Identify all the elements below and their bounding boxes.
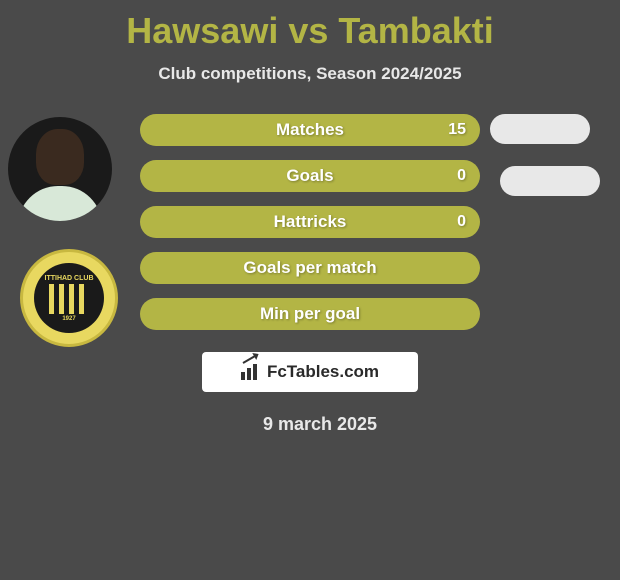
footer-badge[interactable]: FcTables.com bbox=[202, 352, 418, 392]
subtitle: Club competitions, Season 2024/2025 bbox=[0, 64, 620, 84]
stat-label: Goals bbox=[286, 166, 333, 186]
player-head-shape bbox=[36, 129, 84, 185]
player-body-shape bbox=[18, 186, 102, 221]
stat-row-goals: Goals 0 bbox=[140, 160, 480, 192]
right-pill-matches bbox=[490, 114, 590, 144]
chart-arrow bbox=[242, 354, 257, 364]
page-title: Hawsawi vs Tambakti bbox=[0, 0, 620, 52]
stat-value: 0 bbox=[457, 167, 466, 185]
club-badge: ITTIHAD CLUB 1927 bbox=[20, 249, 118, 347]
stat-label: Hattricks bbox=[274, 212, 347, 232]
badge-stripes bbox=[49, 284, 89, 314]
footer-brand-text: FcTables.com bbox=[267, 362, 379, 382]
badge-text-top: ITTIHAD CLUB bbox=[45, 275, 94, 282]
player-photo bbox=[8, 117, 112, 221]
stat-label: Min per goal bbox=[260, 304, 360, 324]
date-text: 9 march 2025 bbox=[10, 414, 620, 435]
stat-value: 15 bbox=[448, 121, 466, 139]
stat-row-goals-per-match: Goals per match bbox=[140, 252, 480, 284]
stat-row-matches: Matches 15 bbox=[140, 114, 480, 146]
stat-row-min-per-goal: Min per goal bbox=[140, 298, 480, 330]
stat-label: Matches bbox=[276, 120, 344, 140]
stat-label: Goals per match bbox=[243, 258, 376, 278]
stat-value: 0 bbox=[457, 213, 466, 231]
badge-text-bottom: 1927 bbox=[62, 316, 75, 322]
badge-inner: ITTIHAD CLUB 1927 bbox=[34, 263, 104, 333]
stats-list: Matches 15 Goals 0 Hattricks 0 Goals per… bbox=[140, 114, 480, 344]
right-pill-goals bbox=[500, 166, 600, 196]
chart-icon bbox=[241, 364, 261, 380]
stat-row-hattricks: Hattricks 0 bbox=[140, 206, 480, 238]
